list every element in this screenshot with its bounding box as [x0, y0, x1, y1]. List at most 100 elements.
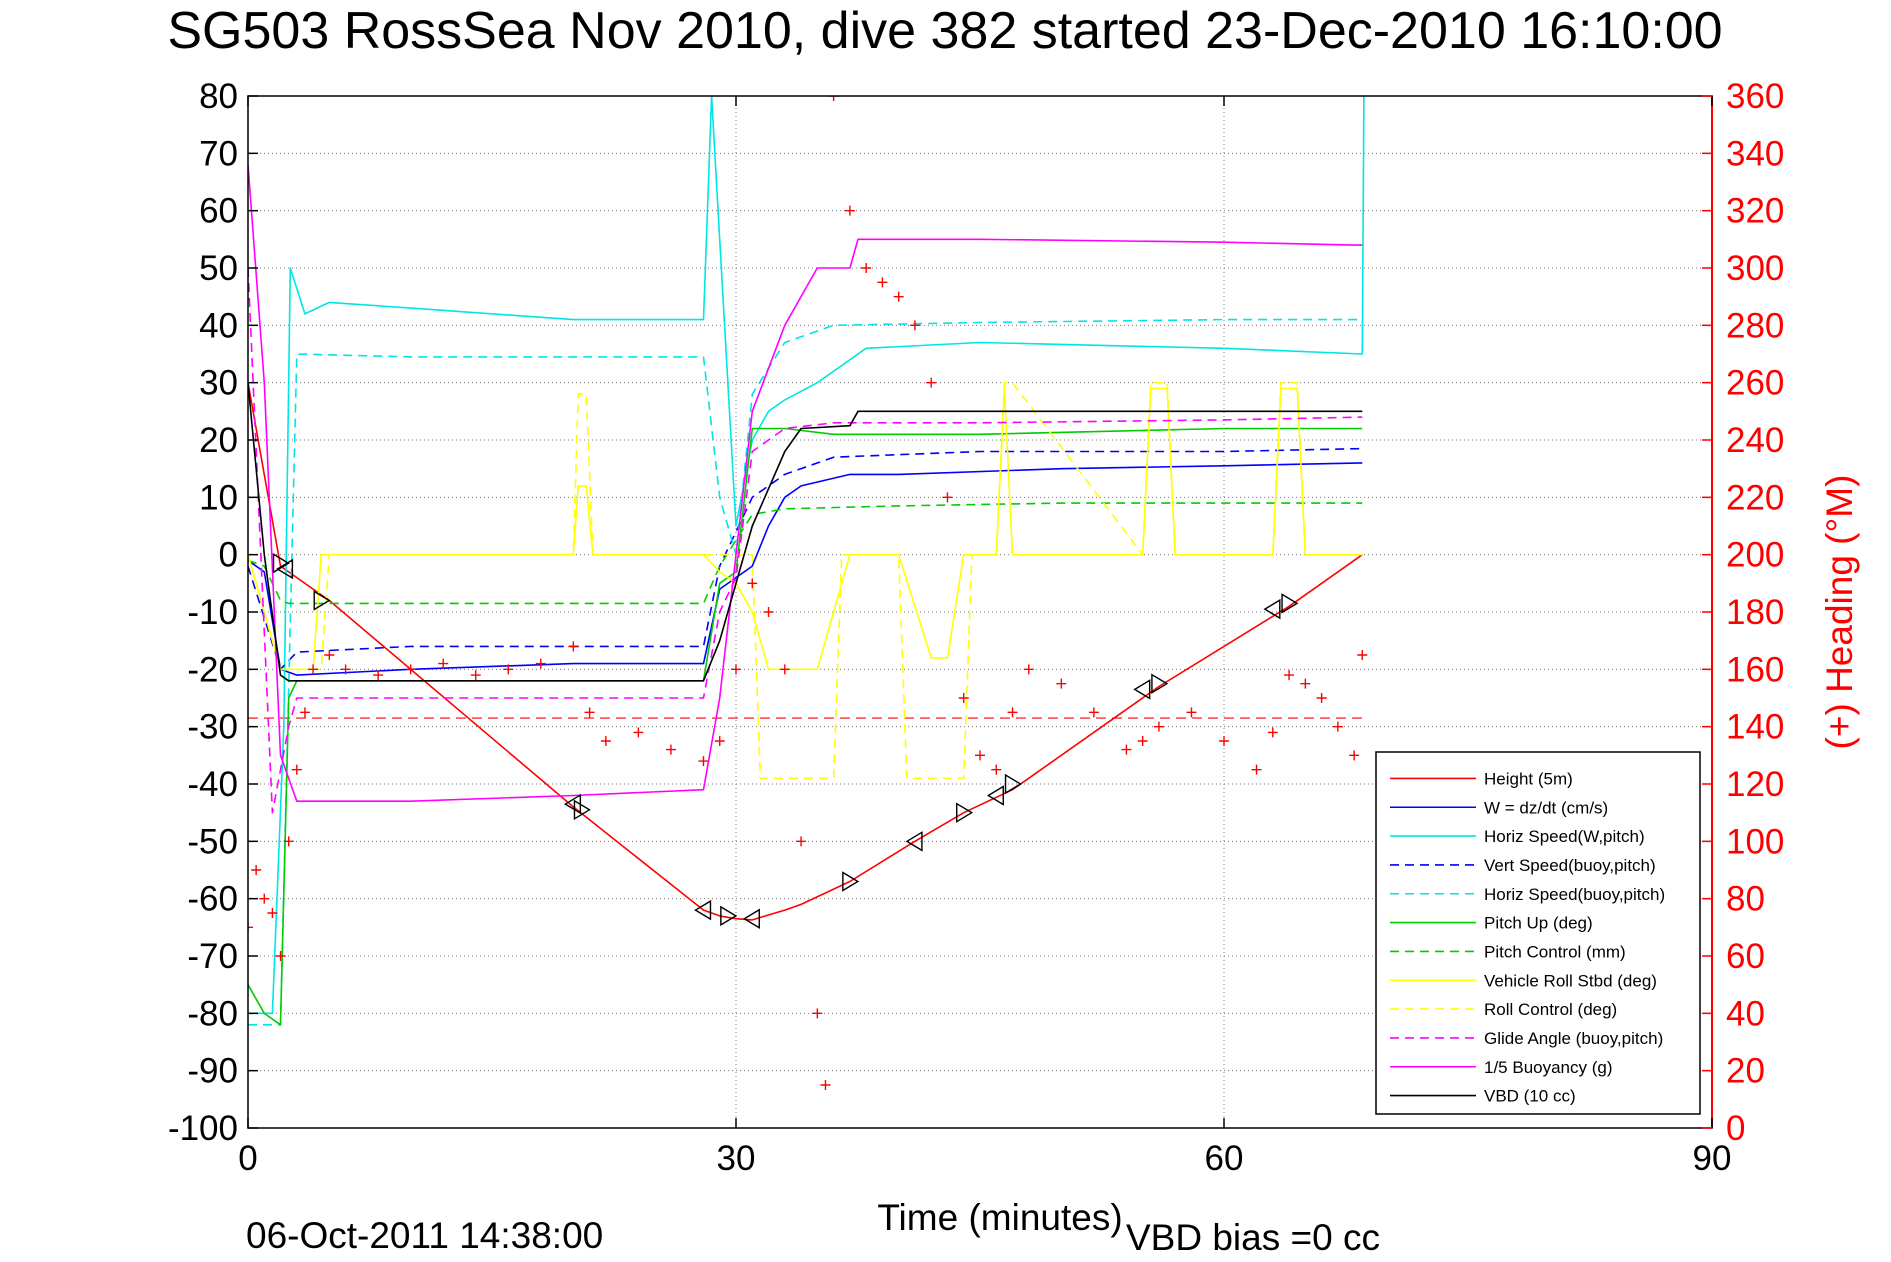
heading-point [438, 658, 449, 669]
height-marker [720, 905, 738, 927]
height-marker [742, 908, 760, 929]
y2-tick-label: 100 [1726, 822, 1784, 861]
legend-box [1375, 751, 1701, 1115]
heading-point [275, 951, 286, 961]
y-tick-label: -70 [187, 937, 238, 976]
height-marker [956, 802, 974, 823]
y-tick-label: 30 [199, 364, 238, 403]
height-marker [1281, 593, 1299, 614]
heading-point [909, 320, 920, 331]
series-line-2 [248, 96, 1365, 1015]
y2-tick-label: 80 [1726, 880, 1765, 919]
x-tick-label: 30 [717, 1139, 756, 1178]
vbd-bias-label: VBD bias =0 cc [1126, 1217, 1380, 1258]
legend-label: W = dz/dt (cm/s) [1484, 798, 1608, 817]
heading-point [698, 756, 709, 767]
heading-point [251, 865, 262, 875]
heading-point [812, 1008, 823, 1019]
x-tick-label: 0 [238, 1139, 257, 1178]
heading-point [535, 658, 546, 669]
heading-point [1121, 744, 1132, 755]
legend-label: Glide Angle (buoy,pitch) [1484, 1029, 1663, 1048]
heading-point [926, 377, 937, 388]
x-axis-label: Time (minutes) [877, 1197, 1122, 1238]
heading-point [796, 836, 807, 847]
legend-label: VBD (10 cc) [1484, 1087, 1576, 1106]
height-marker [1004, 773, 1022, 795]
y2-tick-label: 120 [1726, 765, 1784, 804]
heading-point [1316, 693, 1327, 703]
heading-point [1332, 721, 1343, 732]
height-marker [573, 799, 591, 821]
y2-tick-label: 40 [1726, 994, 1765, 1033]
heading-point [470, 670, 481, 681]
legend-label: Horiz Speed(buoy,pitch) [1484, 885, 1665, 904]
y-tick-label: -90 [187, 1052, 238, 1091]
heading-point [893, 291, 904, 302]
heading-point [1349, 750, 1360, 761]
legend-label: 1/5 Buoyancy (g) [1484, 1058, 1613, 1077]
y2-tick-label: 140 [1726, 708, 1784, 747]
height-marker [842, 871, 860, 892]
heading-point [714, 736, 725, 746]
heading-point [503, 664, 514, 675]
heading-point [248, 922, 253, 933]
heading-point [267, 908, 278, 918]
series-line-5 [248, 427, 1363, 1026]
heading-point [1153, 721, 1164, 732]
heading-point [844, 205, 855, 216]
y-axis-left: 80 70 60 50 40 30 20 10 0 -10 -20 -30 -40 -50 -60 -70 -8… [168, 77, 258, 1148]
legend-label: Horiz Speed(W,pitch) [1484, 827, 1645, 846]
height-marker [694, 899, 712, 921]
heading-point [1219, 736, 1229, 746]
y2-tick-label: 340 [1726, 134, 1784, 173]
y-tick-label: 50 [199, 249, 238, 288]
y-axis-right: 3603403203002802602402202001801601401201… [1702, 77, 1784, 1148]
y2-tick-label: 160 [1726, 650, 1784, 689]
heading-point [1056, 678, 1067, 689]
heading-point [584, 707, 595, 718]
heading-point [1251, 764, 1262, 775]
y-tick-label: -60 [187, 880, 238, 919]
y-tick-label: 80 [199, 77, 238, 116]
height-marker [276, 558, 294, 580]
heading-point [308, 664, 319, 675]
height-marker [1133, 679, 1151, 700]
y2-tick-label: 180 [1726, 593, 1784, 632]
heading-point [1007, 707, 1018, 718]
heading-point [1300, 678, 1311, 689]
legend-label: Pitch Control (mm) [1484, 942, 1626, 961]
footer-timestamp: 06-Oct-2011 14:38:00 [246, 1215, 603, 1256]
heading-point [779, 664, 790, 675]
heading-point [283, 836, 294, 847]
y-tick-label: 40 [199, 306, 238, 345]
heading-point [600, 736, 611, 746]
y2-tick-label: 360 [1726, 77, 1784, 116]
y2-tick-label: 220 [1726, 478, 1784, 517]
y-tick-label: -40 [187, 765, 238, 804]
heading-point [259, 893, 270, 904]
heading-point [820, 1080, 831, 1090]
heading-point [324, 650, 335, 660]
heading-point [1357, 650, 1368, 660]
legend-label: Vehicle Roll Stbd (deg) [1484, 971, 1657, 990]
heading-point [942, 492, 953, 503]
heading-point [1267, 727, 1278, 738]
heading-point [1088, 707, 1099, 718]
legend-label: Vert Speed(buoy,pitch) [1484, 856, 1656, 875]
series-line-11 [248, 382, 1363, 682]
y2-tick-label: 280 [1726, 306, 1784, 345]
y2-tick-label: 20 [1726, 1052, 1765, 1091]
series-line-1 [248, 462, 1363, 676]
heading-point [1186, 707, 1197, 718]
heading-point [975, 750, 985, 761]
series-line-6 [248, 502, 1363, 605]
y-tick-label: 10 [199, 478, 238, 517]
heading-point [958, 693, 969, 703]
y-tick-label: 60 [199, 192, 238, 231]
series-line-4 [248, 318, 1363, 1026]
height-marker [313, 590, 331, 611]
heading-point [340, 664, 351, 675]
y2-tick-label: 300 [1726, 249, 1784, 288]
